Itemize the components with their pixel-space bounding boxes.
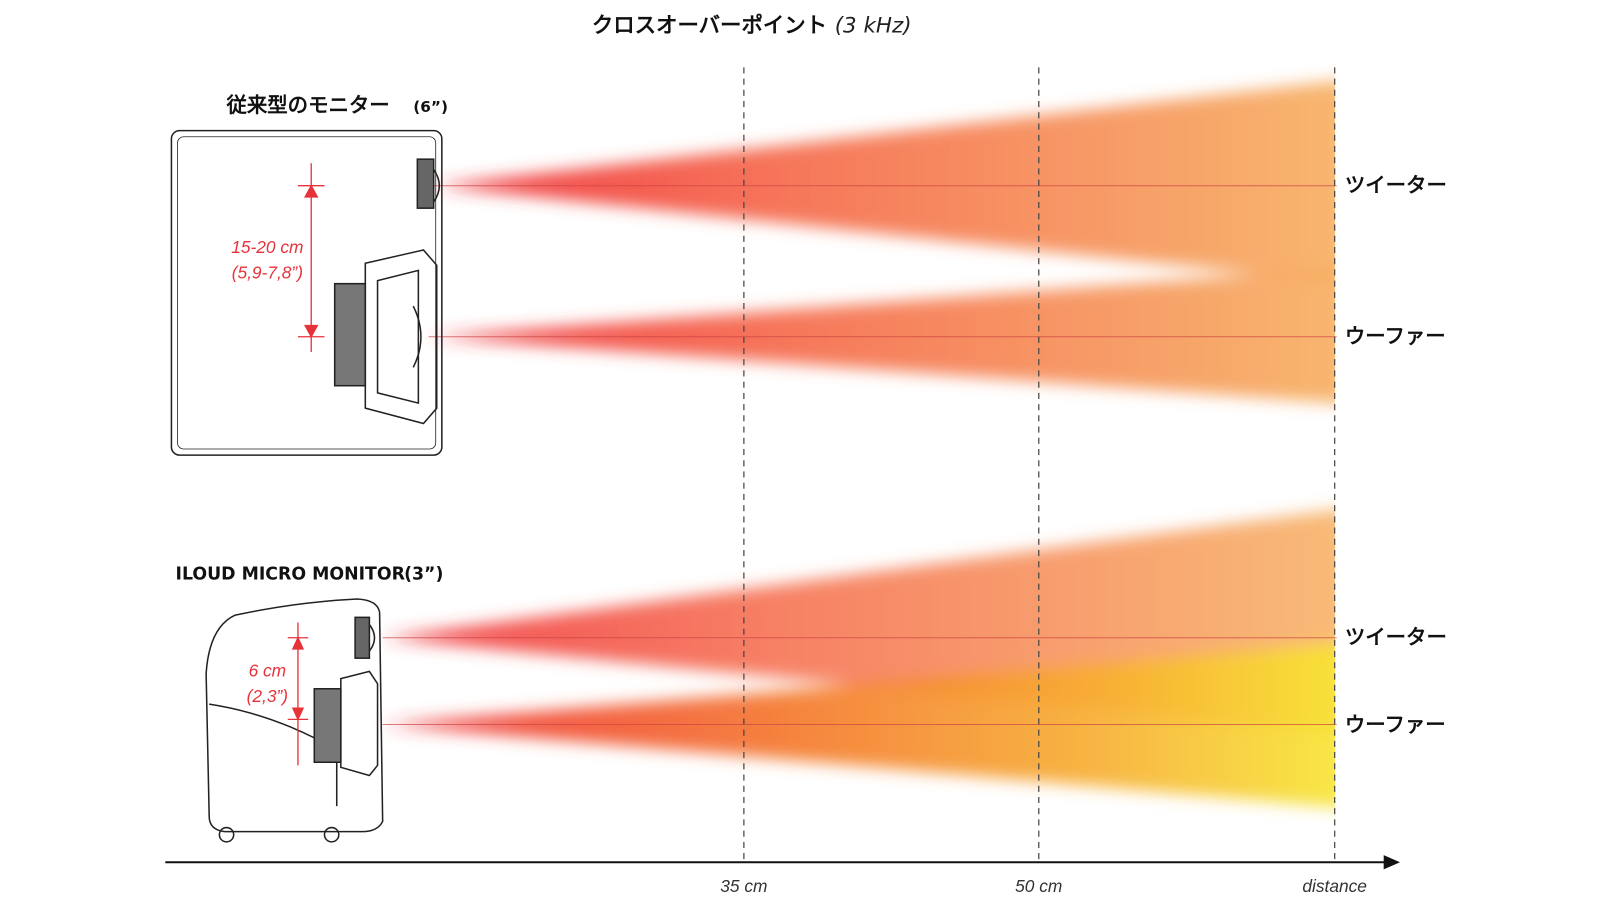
driver-label: ツイーター bbox=[1345, 625, 1447, 649]
axis-arrow bbox=[1383, 855, 1400, 870]
spacing-label: 6 cm bbox=[249, 661, 287, 681]
driver-axes bbox=[382, 185, 1337, 725]
spacing-dimension bbox=[297, 163, 325, 353]
spacing-dimension bbox=[287, 622, 309, 766]
micro-monitor bbox=[205, 598, 384, 843]
woofer-beam bbox=[428, 268, 1335, 404]
woofer-beam bbox=[382, 643, 1335, 808]
title-note: (3 kHz) bbox=[835, 14, 912, 39]
traditional-monitor bbox=[170, 129, 443, 456]
panel-label: ILOUD MICRO MONITOR bbox=[176, 565, 405, 585]
driver-label: ツイーター bbox=[1345, 173, 1447, 197]
driver-label: ウーファー bbox=[1345, 324, 1446, 348]
driver-label: ウーファー bbox=[1345, 713, 1446, 737]
spacing-inch: (2,3”) bbox=[247, 686, 288, 706]
spacing-inch: (5,9-7,8”) bbox=[232, 263, 303, 283]
beams bbox=[382, 81, 1335, 808]
tweeter-beam bbox=[433, 81, 1335, 283]
panel-size: (6”) bbox=[413, 98, 448, 116]
distance-tick: distance bbox=[1302, 876, 1367, 896]
distance-markers bbox=[743, 67, 1336, 863]
panel-size: (3”) bbox=[404, 565, 443, 585]
distance-tick: 50 cm bbox=[1015, 876, 1062, 896]
distance-tick: 35 cm bbox=[720, 876, 767, 896]
spacing-label: 15-20 cm bbox=[231, 237, 303, 257]
title: クロスオーバーポイント bbox=[592, 13, 827, 39]
panel-label: 従来型のモニター bbox=[226, 93, 390, 117]
